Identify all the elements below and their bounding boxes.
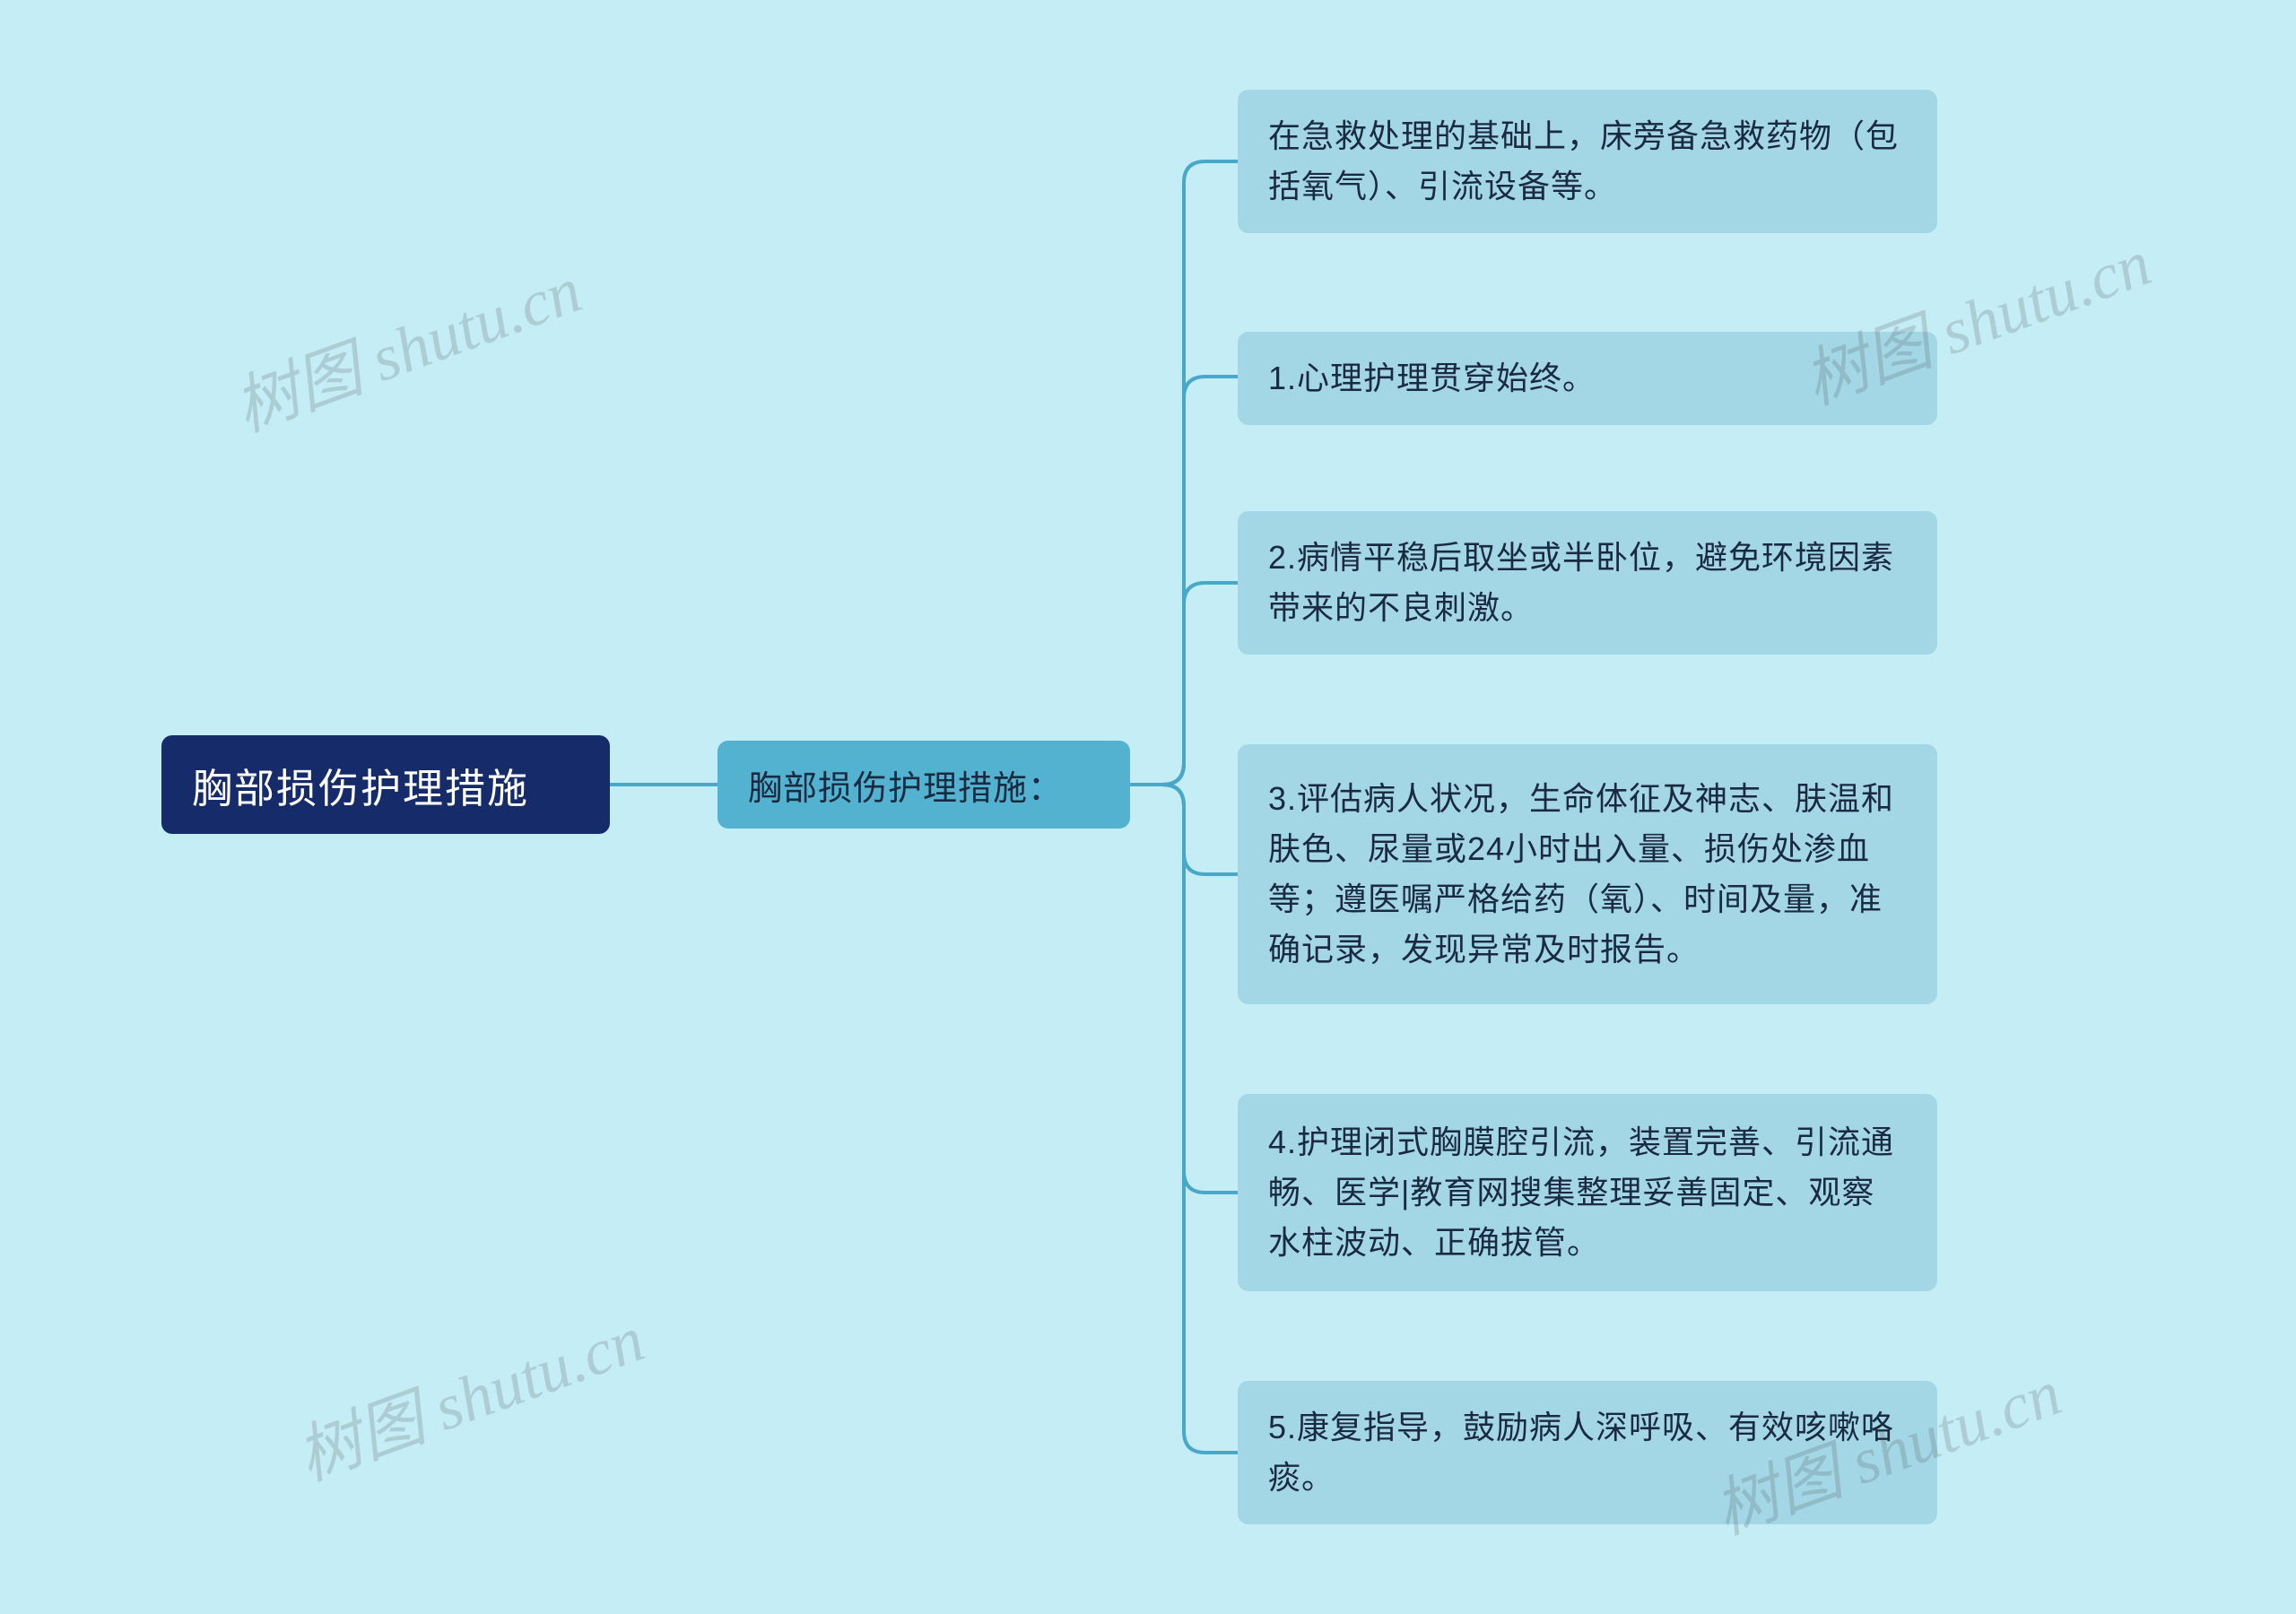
mindmap-canvas: 胸部损伤护理措施 胸部损伤护理措施： 在急救处理的基础上，床旁备急救药物（包括氧… — [0, 0, 2296, 1614]
root-label: 胸部损伤护理措施 — [192, 756, 529, 814]
leaf-node: 3.评估病人状况，生命体征及神志、肤温和肤色、尿量或24小时出入量、损伤处渗血等… — [1238, 744, 1937, 1004]
leaf-label: 在急救处理的基础上，床旁备急救药物（包括氧气）、引流设备等。 — [1268, 111, 1907, 212]
leaf-label: 4.护理闭式胸膜腔引流，装置完善、引流通畅、医学|教育网搜集整理妥善固定、观察水… — [1268, 1117, 1907, 1267]
leaf-node: 在急救处理的基础上，床旁备急救药物（包括氧气）、引流设备等。 — [1238, 90, 1937, 233]
watermark: 树图 shutu.cn — [219, 237, 592, 449]
watermark: 树图 shutu.cn — [282, 1286, 655, 1498]
mid-node: 胸部损伤护理措施： — [718, 741, 1130, 829]
leaf-node: 5.康复指导，鼓励病人深呼吸、有效咳嗽咯痰。 — [1238, 1381, 1937, 1524]
leaf-label: 3.评估病人状况，生命体征及神志、肤温和肤色、尿量或24小时出入量、损伤处渗血等… — [1268, 774, 1907, 974]
leaf-node: 4.护理闭式胸膜腔引流，装置完善、引流通畅、医学|教育网搜集整理妥善固定、观察水… — [1238, 1094, 1937, 1291]
leaf-label: 5.康复指导，鼓励病人深呼吸、有效咳嗽咯痰。 — [1268, 1402, 1907, 1503]
mid-label: 胸部损伤护理措施： — [748, 760, 1063, 810]
leaf-node: 2.病情平稳后取坐或半卧位，避免环境因素带来的不良刺激。 — [1238, 511, 1937, 655]
root-node: 胸部损伤护理措施 — [161, 735, 610, 834]
leaf-label: 2.病情平稳后取坐或半卧位，避免环境因素带来的不良刺激。 — [1268, 533, 1907, 633]
leaf-label: 1.心理护理贯穿始终。 — [1268, 353, 1596, 404]
leaf-node: 1.心理护理贯穿始终。 — [1238, 332, 1937, 425]
